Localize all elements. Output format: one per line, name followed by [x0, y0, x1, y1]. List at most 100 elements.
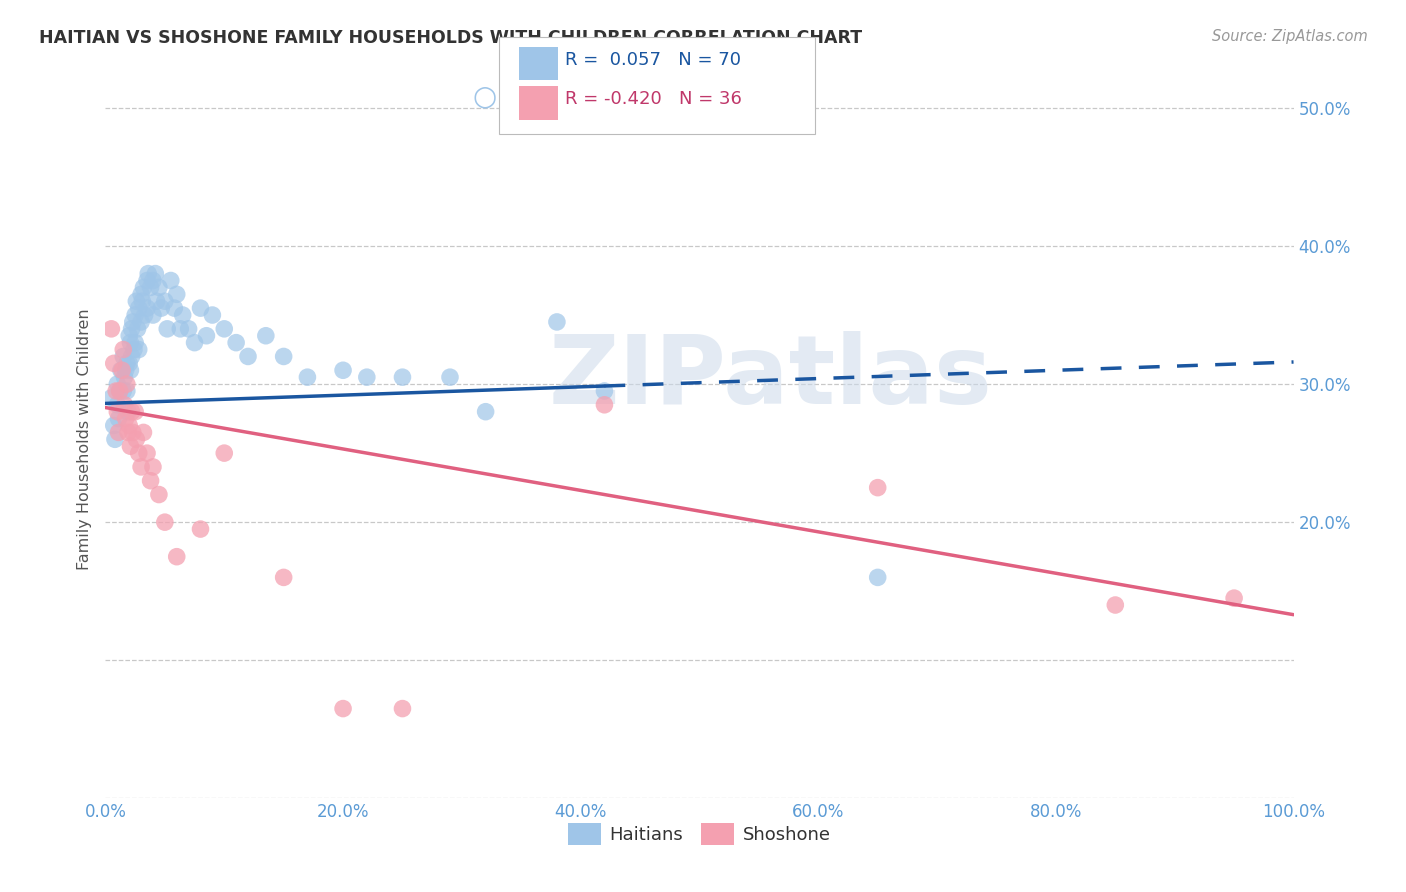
- Point: [118, 356, 141, 370]
- Point: [474, 405, 496, 419]
- Point: [117, 405, 139, 419]
- Point: [128, 343, 150, 357]
- Point: [103, 418, 125, 433]
- Point: [125, 294, 148, 309]
- Point: [273, 570, 295, 584]
- Point: [122, 343, 145, 357]
- Point: [110, 363, 132, 377]
- Point: [129, 287, 152, 301]
- Point: [118, 418, 141, 433]
- Point: [190, 301, 212, 315]
- Point: [136, 273, 159, 287]
- Point: [391, 370, 413, 384]
- Y-axis label: Family Households with Children: Family Households with Children: [76, 309, 91, 570]
- Point: [120, 335, 142, 350]
- Point: [183, 335, 205, 350]
- Point: [153, 294, 176, 309]
- Point: [195, 328, 218, 343]
- Point: [214, 322, 236, 336]
- Point: [105, 377, 128, 392]
- Point: [236, 350, 259, 364]
- Point: [111, 363, 134, 377]
- Point: [225, 335, 247, 350]
- Point: [120, 363, 142, 377]
- Point: [107, 411, 129, 425]
- Point: [121, 322, 143, 336]
- Text: R =  0.057   N = 70: R = 0.057 N = 70: [565, 51, 741, 69]
- Text: R = -0.420   N = 36: R = -0.420 N = 36: [565, 90, 742, 108]
- Point: [593, 384, 616, 398]
- Point: [114, 411, 136, 425]
- Point: [115, 356, 138, 370]
- Point: [1104, 598, 1126, 612]
- Point: [127, 322, 149, 336]
- Point: [100, 322, 122, 336]
- Point: [139, 474, 162, 488]
- Point: [105, 398, 128, 412]
- Point: [177, 322, 200, 336]
- Point: [866, 481, 889, 495]
- Point: [120, 439, 142, 453]
- Point: [121, 425, 143, 440]
- Point: [150, 301, 173, 315]
- Point: [131, 294, 153, 309]
- Point: [118, 328, 141, 343]
- Text: ZIPatlas: ZIPatlas: [548, 331, 993, 424]
- Point: [142, 308, 165, 322]
- Point: [273, 350, 295, 364]
- Point: [128, 301, 150, 315]
- Point: [297, 370, 319, 384]
- Point: [112, 343, 135, 357]
- Point: [136, 301, 159, 315]
- Text: HAITIAN VS SHOSHONE FAMILY HOUSEHOLDS WITH CHILDREN CORRELATION CHART: HAITIAN VS SHOSHONE FAMILY HOUSEHOLDS WI…: [39, 29, 862, 47]
- Point: [172, 308, 194, 322]
- Point: [129, 459, 152, 474]
- Point: [105, 384, 128, 398]
- Point: [254, 328, 277, 343]
- Point: [391, 701, 413, 715]
- Point: [124, 405, 146, 419]
- Point: [143, 267, 166, 281]
- Point: [163, 301, 186, 315]
- Point: [148, 280, 170, 294]
- Point: [214, 446, 236, 460]
- Point: [142, 459, 165, 474]
- Point: [139, 280, 162, 294]
- Point: [142, 273, 165, 287]
- Point: [356, 370, 378, 384]
- Point: [156, 322, 179, 336]
- Text: ○: ○: [472, 82, 498, 110]
- Point: [201, 308, 224, 322]
- Legend: Haitians, Shoshone: Haitians, Shoshone: [561, 816, 838, 853]
- Point: [112, 350, 135, 364]
- Point: [153, 515, 176, 529]
- Point: [332, 701, 354, 715]
- Point: [128, 446, 150, 460]
- Point: [114, 398, 136, 412]
- Point: [108, 384, 131, 398]
- Point: [166, 287, 188, 301]
- Point: [169, 322, 191, 336]
- Point: [124, 308, 146, 322]
- Point: [132, 425, 155, 440]
- Point: [115, 384, 138, 398]
- Point: [439, 370, 461, 384]
- Point: [132, 280, 155, 294]
- Point: [121, 350, 143, 364]
- Point: [190, 522, 212, 536]
- Point: [145, 294, 167, 309]
- Point: [100, 391, 122, 405]
- Point: [114, 363, 136, 377]
- Point: [115, 377, 138, 392]
- Point: [129, 315, 152, 329]
- Point: [332, 363, 354, 377]
- Point: [112, 384, 135, 398]
- Point: [166, 549, 188, 564]
- Point: [1223, 591, 1246, 606]
- Point: [104, 433, 127, 447]
- Point: [107, 425, 129, 440]
- Point: [136, 446, 159, 460]
- Point: [593, 398, 616, 412]
- Point: [148, 487, 170, 501]
- Point: [546, 315, 568, 329]
